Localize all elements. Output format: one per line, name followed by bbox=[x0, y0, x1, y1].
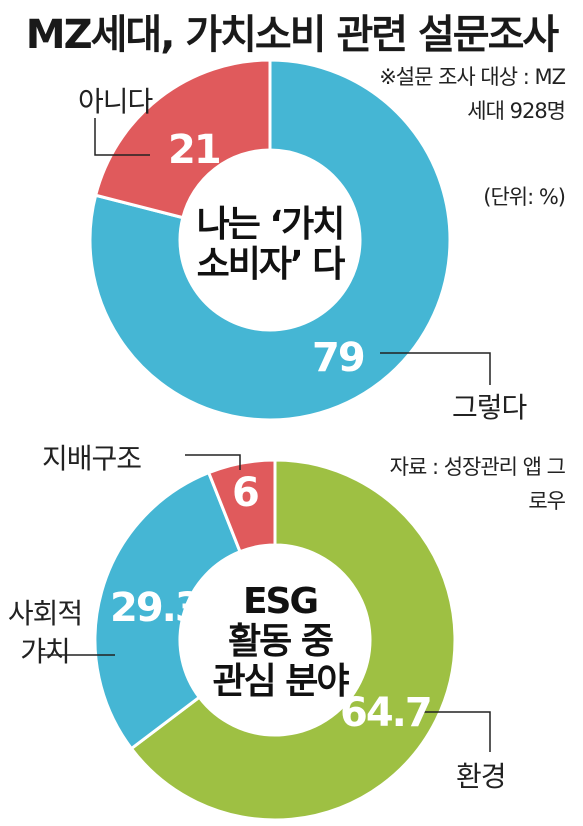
center-line: ESG bbox=[242, 581, 319, 622]
label-environment: 환경 bbox=[456, 760, 507, 793]
slice-social bbox=[93, 470, 242, 751]
center-line: 소비자’ 다 bbox=[196, 244, 346, 285]
slice-no bbox=[93, 58, 272, 220]
value-social: 29.3 bbox=[110, 585, 203, 631]
center-line: 관심 분야 bbox=[212, 661, 349, 702]
center-label-esg: ESG 활동 중 관심 분야 bbox=[180, 582, 380, 702]
center-line: 활동 중 bbox=[228, 621, 334, 662]
label-no: 아니다 bbox=[78, 85, 153, 118]
sample-note-text: ※설문 조사 대상 : MZ세대 928명 bbox=[379, 65, 566, 123]
center-line: 나는 ‘가치 bbox=[196, 204, 346, 245]
center-label-value-consumption: 나는 ‘가치 소비자’ 다 bbox=[175, 205, 365, 285]
leader-line-governance bbox=[185, 454, 241, 470]
source-note: 자료 : 성장관리 앱 그로우 bbox=[380, 450, 566, 518]
slice-yes bbox=[88, 58, 452, 422]
label-social: 사회적 가치 bbox=[7, 597, 83, 668]
slice-governance bbox=[206, 458, 277, 554]
value-no: 21 bbox=[168, 127, 222, 173]
leader-line-yes bbox=[380, 352, 491, 385]
value-yes: 79 bbox=[312, 335, 366, 381]
leader-line-no bbox=[94, 118, 150, 156]
donut-chart-value-consumption bbox=[88, 58, 452, 422]
donut-chart-esg-interest bbox=[93, 458, 457, 822]
value-governance: 6 bbox=[232, 470, 260, 516]
value-environment: 64.7 bbox=[340, 690, 433, 736]
chart-title: MZ세대, 가치소비 관련 설문조사 bbox=[25, 12, 559, 58]
leader-line-environment bbox=[420, 711, 491, 752]
unit-note: (단위: %) bbox=[483, 185, 566, 209]
sample-note: ※설문 조사 대상 : MZ세대 928명 bbox=[365, 60, 566, 128]
label-governance: 지배구조 bbox=[42, 442, 142, 475]
source-note-text: 자료 : 성장관리 앱 그로우 bbox=[389, 455, 566, 513]
label-yes: 그렇다 bbox=[452, 391, 527, 424]
slice-environment bbox=[129, 458, 457, 822]
